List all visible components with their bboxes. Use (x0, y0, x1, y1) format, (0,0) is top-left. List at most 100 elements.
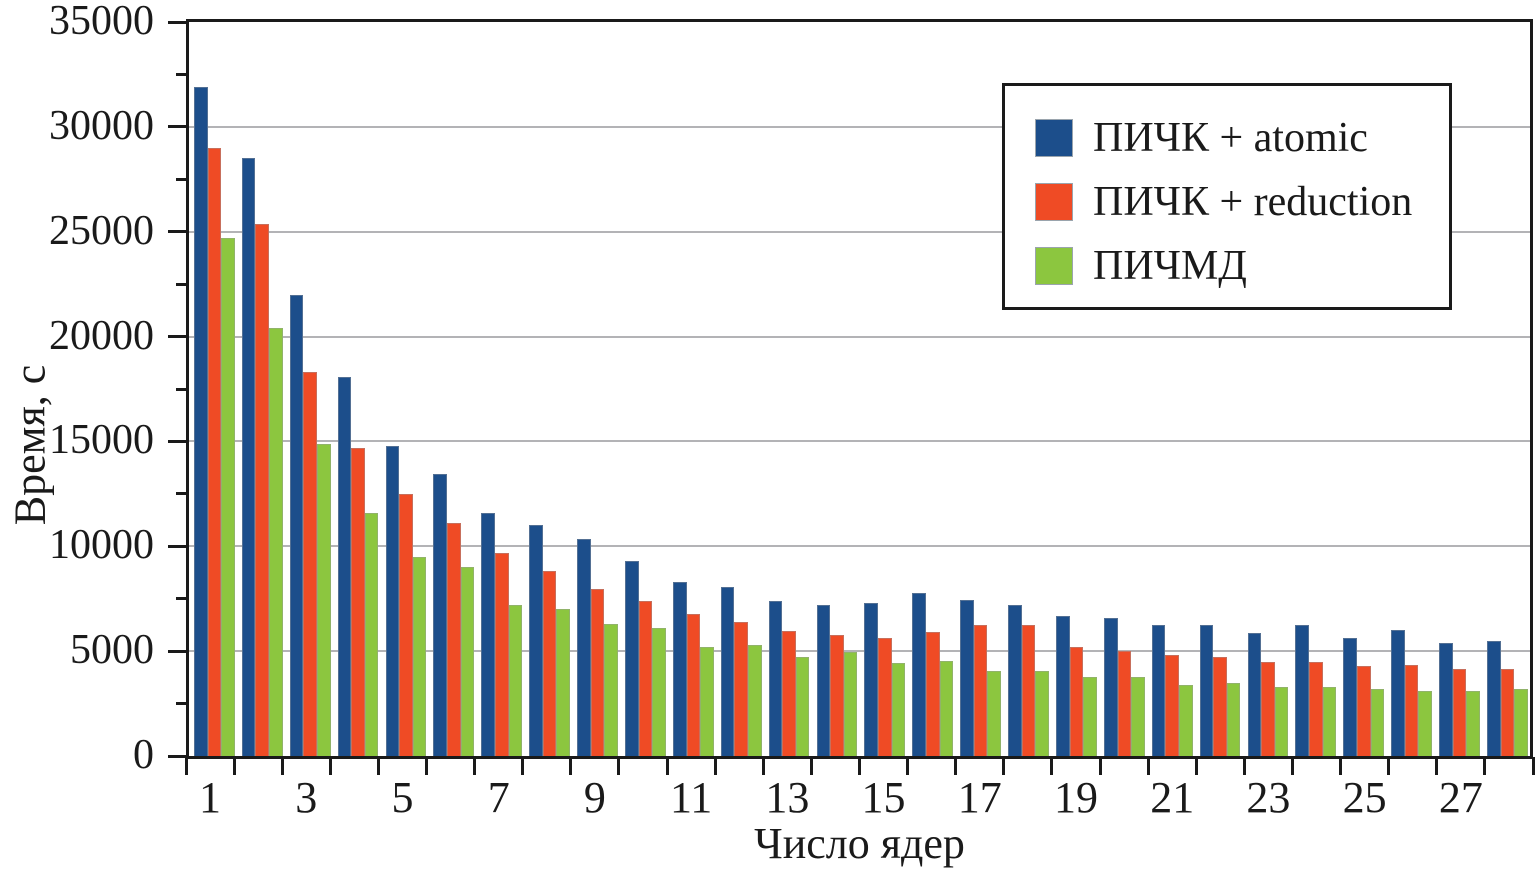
bar-series2-x7 (494, 552, 509, 756)
bar-series1-x20 (1103, 617, 1118, 756)
x-tick-19 (1098, 757, 1102, 775)
x-tick-3 (328, 757, 332, 775)
x-tick-20 (1146, 757, 1150, 775)
legend-row-reduction: ПИЧК + reduction (1035, 181, 1439, 223)
x-tick-label-13: 13 (765, 773, 810, 822)
bar-series1-x7 (481, 512, 495, 756)
bar-series1-x22 (1199, 624, 1214, 756)
bar-group-23 (1243, 22, 1291, 756)
legend-label-pichmd: ПИЧМД (1093, 243, 1247, 289)
bar-series2-x18 (1021, 624, 1036, 756)
bar-series1-x4 (337, 377, 352, 756)
bar-group-20 (1099, 22, 1147, 756)
bar-series2-x24 (1309, 661, 1323, 756)
y-minor-tick-32500 (176, 72, 186, 76)
bar-series3-x7 (508, 605, 523, 756)
x-tick-12 (761, 757, 765, 775)
y-minor-tick-17500 (176, 387, 186, 391)
bar-series2-x22 (1213, 657, 1227, 756)
legend-swatch-pichmd (1035, 247, 1073, 285)
x-tick-2 (280, 757, 284, 775)
gridline-15000 (189, 440, 1530, 443)
gridlines-layer (189, 22, 1530, 756)
x-tick-27 (1483, 757, 1487, 775)
bar-series3-x13 (795, 657, 810, 756)
bar-group-12 (716, 22, 764, 756)
bar-group-3 (285, 22, 333, 756)
gridline-25000 (189, 230, 1530, 233)
x-tick-label-23: 23 (1246, 773, 1291, 822)
y-major-tick-10000 (168, 544, 186, 548)
bar-series3-x15 (891, 662, 906, 756)
bar-group-5 (381, 22, 429, 756)
bar-series3-x22 (1226, 682, 1241, 756)
x-tick-label-27: 27 (1438, 773, 1483, 822)
legend-swatch-reduction (1035, 183, 1073, 221)
x-tick-label-19: 19 (1053, 773, 1098, 822)
y-tick-label-20000: 20000 (49, 312, 154, 359)
x-tick-5 (425, 757, 429, 775)
bar-series3-x5 (412, 556, 427, 756)
bar-series1-x26 (1391, 630, 1405, 756)
bar-series2-x26 (1404, 664, 1419, 756)
bar-series1-x13 (768, 600, 783, 756)
bar-series2-x14 (830, 635, 844, 756)
bar-series2-x27 (1452, 668, 1467, 756)
bar-series2-x6 (447, 523, 461, 756)
bar-group-15 (859, 22, 907, 756)
bar-series3-x4 (364, 512, 379, 756)
bar-group-8 (524, 22, 572, 756)
x-tick-6 (473, 757, 477, 775)
bar-group-25 (1338, 22, 1386, 756)
bar-series3-x16 (939, 660, 954, 756)
x-tick-21 (1194, 757, 1198, 775)
y-major-tick-30000 (168, 125, 186, 129)
bar-series2-x28 (1500, 668, 1515, 756)
bar-series1-x11 (672, 581, 687, 756)
bar-series1-x25 (1343, 637, 1357, 756)
bar-group-4 (333, 22, 381, 756)
y-major-tick-15000 (168, 439, 186, 443)
bar-series1-x28 (1487, 640, 1501, 756)
bar-series1-x2 (241, 158, 256, 756)
y-tick-label-15000: 15000 (49, 417, 154, 464)
bar-series2-x2 (255, 224, 270, 756)
bar-series1-x9 (577, 538, 591, 756)
bar-group-14 (812, 22, 860, 756)
bar-group-17 (955, 22, 1003, 756)
x-tick-1 (232, 757, 236, 775)
bar-group-18 (1003, 22, 1051, 756)
x-tick-label-3: 3 (295, 773, 318, 822)
bar-group-28 (1482, 22, 1530, 756)
bar-series1-x8 (529, 525, 543, 756)
legend: ПИЧК + atomic ПИЧК + reduction ПИЧМД (1002, 83, 1452, 310)
bar-series3-x20 (1131, 677, 1145, 756)
x-tick-23 (1290, 757, 1294, 775)
bar-series1-x6 (433, 473, 448, 756)
bar-series3-x26 (1418, 691, 1433, 756)
y-major-tick-35000 (168, 20, 186, 24)
y-tick-label-5000: 5000 (70, 627, 154, 674)
bar-series3-x6 (460, 567, 475, 756)
bar-series3-x24 (1322, 686, 1337, 756)
x-tick-26 (1435, 757, 1439, 775)
bar-series2-x11 (686, 614, 701, 756)
y-tick-label-30000: 30000 (49, 102, 154, 149)
x-axis-labels: 1 3 5 7 9 11 13 15 17 19 21 23 25 27 (186, 772, 1533, 822)
bar-series1-x12 (720, 587, 735, 756)
y-major-tick-25000 (168, 230, 186, 234)
x-tick-8 (569, 757, 573, 775)
bar-group-9 (572, 22, 620, 756)
bar-series1-x10 (625, 560, 639, 756)
x-tick-4 (376, 757, 380, 775)
bar-series2-x13 (782, 631, 796, 756)
x-tick-10 (665, 757, 669, 775)
y-minor-tick-2500 (176, 702, 186, 706)
bar-series2-x12 (734, 621, 748, 756)
gridline-5000 (189, 650, 1530, 653)
x-tick-label-5: 5 (391, 773, 414, 822)
gridline-20000 (189, 335, 1530, 338)
bar-series1-x18 (1008, 605, 1022, 756)
bar-series1-x24 (1295, 624, 1310, 756)
bar-series3-x14 (843, 652, 858, 756)
